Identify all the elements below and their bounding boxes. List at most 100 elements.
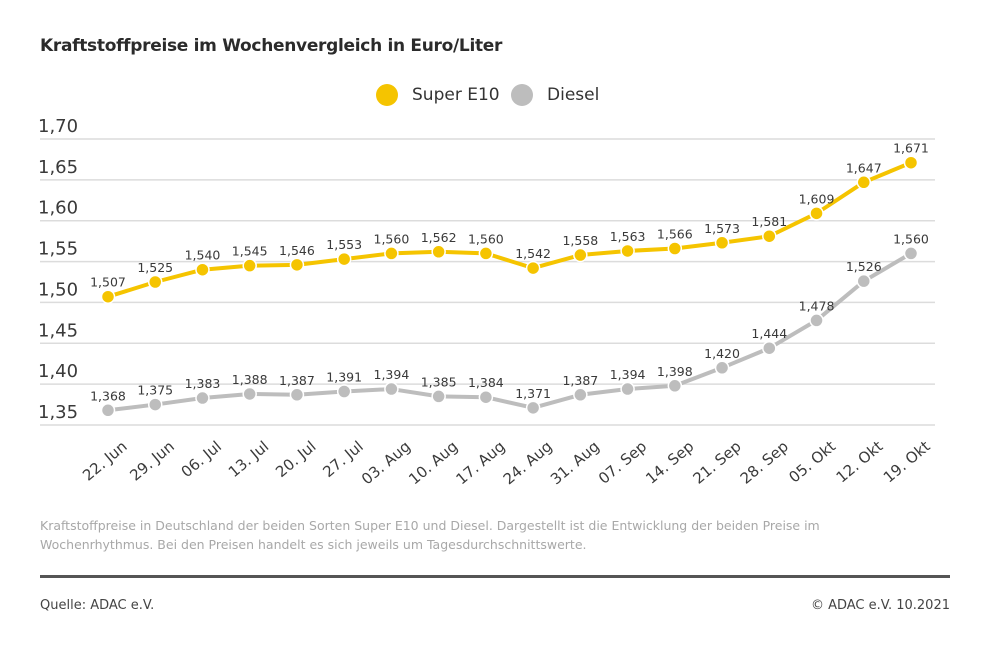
x-tick-label: 12. Okt [833,437,887,486]
y-tick-label: 1,40 [38,361,78,382]
y-tick-label: 1,65 [38,157,78,178]
data-label: 1,560 [893,231,929,246]
data-point [478,389,494,405]
series-diesel: 1,368 1,375 1,383 1,388 1,387 1,391 1,394 1,385… [90,231,929,418]
data-label: 1,671 [893,141,929,156]
data-point [762,228,777,244]
data-point [289,257,305,273]
data-label: 1,540 [185,248,221,263]
data-point [147,397,163,412]
footer-divider [40,575,950,578]
data-point [100,289,116,304]
data-point [384,246,399,261]
data-point [809,206,824,221]
legend-label-diesel: Diesel [547,85,600,105]
data-label: 1,581 [751,214,787,229]
legend-swatch-diesel [511,84,533,106]
series-group: 1,507 1,525 1,540 1,545 1,546 1,553 1,560 1,562… [90,141,929,418]
data-label: 1,384 [468,375,504,390]
y-axis-ticks: 1,70 1,65 1,60 1,55 1,50 1,45 1,40 1,35 [38,116,78,423]
data-label: 1,526 [846,259,882,274]
data-point [384,381,399,397]
x-tick-label: 22. Jun [79,437,130,484]
data-point [478,246,494,261]
x-tick-label: 24. Aug [500,437,556,488]
data-label: 1,394 [374,367,410,382]
data-point [714,235,730,251]
data-point [147,274,163,290]
series-line [107,160,912,299]
y-tick-label: 1,70 [38,116,78,137]
data-label: 1,542 [515,246,551,261]
data-point [573,247,588,263]
data-point [809,313,824,328]
y-tick-label: 1,45 [38,320,78,341]
line-chart: 1,70 1,65 1,60 1,55 1,50 1,45 1,40 1,35 22. Jun… [38,116,935,488]
data-point [903,155,919,170]
y-tick-label: 1,50 [38,279,78,300]
chart-legend: Super E10 Diesel [0,84,990,114]
data-point [620,381,635,397]
data-point [762,340,777,356]
data-label: 1,420 [704,346,740,361]
data-point [242,386,257,402]
legend-item-diesel: Diesel [511,84,599,106]
data-point [431,389,446,404]
y-tick-label: 1,55 [38,239,78,260]
chart-caption: Kraftstoffpreise in Deutschland der beid… [40,518,820,552]
data-label: 1,388 [232,372,268,387]
data-point [100,403,116,418]
data-point [289,387,305,403]
data-point [856,175,872,190]
x-tick-label: 21. Sep [689,437,744,487]
data-point [856,273,872,289]
series-super-e10: 1,507 1,525 1,540 1,545 1,546 1,553 1,560 1,562… [90,141,929,304]
x-tick-label: 05. Okt [785,437,839,486]
data-point [903,246,919,261]
data-label: 1,478 [799,298,835,313]
data-point [525,400,541,416]
data-label: 1,546 [279,243,315,258]
data-label: 1,387 [562,373,598,388]
x-tick-label: 28. Sep [737,437,792,487]
x-tick-label: 17. Aug [453,437,509,488]
data-label: 1,444 [751,326,787,341]
data-label: 1,562 [421,230,457,245]
data-label: 1,560 [374,231,410,246]
data-point [573,387,588,403]
data-label: 1,609 [799,191,835,206]
x-tick-label: 20. Jul [272,437,319,481]
data-point [336,251,352,267]
data-label: 1,375 [137,383,173,398]
x-tick-label: 07. Sep [595,437,650,487]
legend-label-super-e10: Super E10 [412,85,500,105]
data-label: 1,368 [90,388,126,403]
gridlines [40,138,935,426]
data-label: 1,371 [515,386,551,401]
data-label: 1,566 [657,226,693,241]
legend-item-super-e10: Super E10 [376,84,500,106]
data-label: 1,383 [185,376,221,391]
chart-title: Kraftstoffpreise im Wochenvergleich in E… [40,36,503,56]
data-label: 1,525 [137,260,173,275]
data-point [336,384,352,399]
data-point [195,390,210,406]
copyright-note: © ADAC e.V. 10.2021 [810,598,950,613]
source-note: Quelle: ADAC e.V. [40,598,155,613]
x-tick-label: 14. Sep [642,437,697,487]
y-tick-label: 1,35 [38,402,78,423]
data-label: 1,647 [846,160,882,175]
x-tick-label: 13. Jul [225,437,272,481]
data-label: 1,560 [468,231,504,246]
data-point [195,262,210,277]
data-label: 1,394 [610,367,646,382]
data-label: 1,553 [326,237,362,252]
data-label: 1,507 [90,275,126,290]
data-label: 1,563 [610,229,646,244]
data-label: 1,391 [326,369,362,384]
data-label: 1,387 [279,373,315,388]
series-line [107,251,913,413]
data-label: 1,558 [562,233,598,248]
y-tick-label: 1,60 [38,198,78,219]
